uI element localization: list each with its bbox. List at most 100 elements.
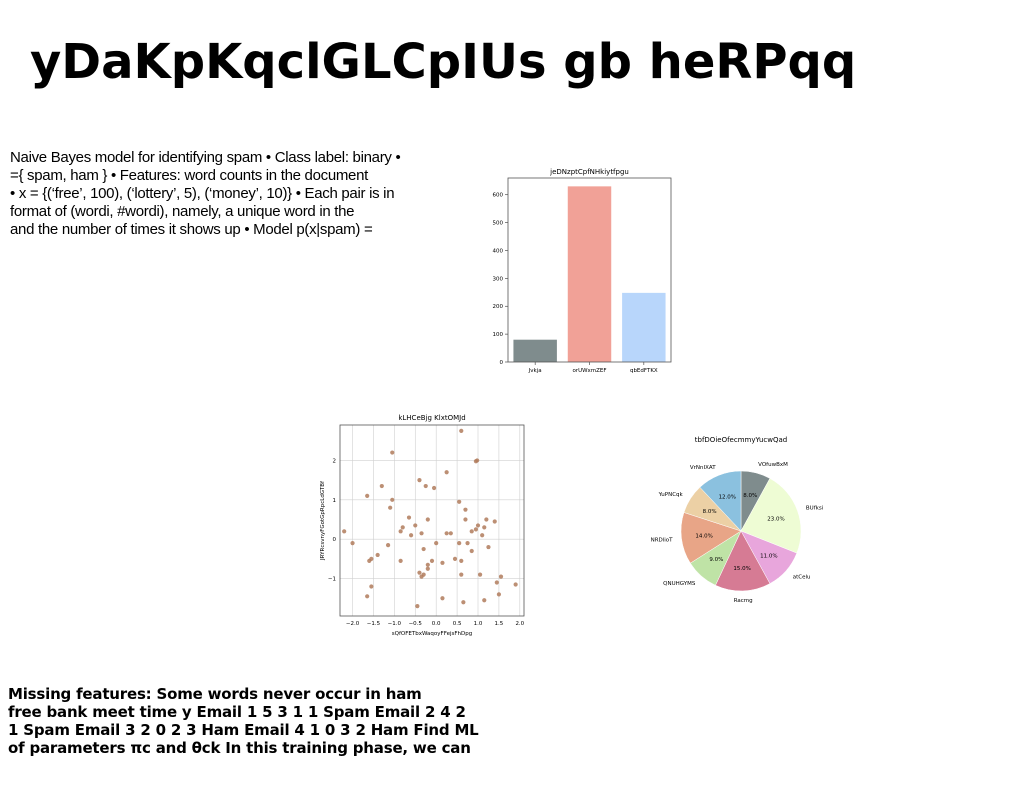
y-tick-label: 100 <box>493 332 504 338</box>
chart-title: tbfDOieOfecmmyYucwQad <box>695 436 787 444</box>
scatter-point <box>369 584 374 589</box>
plot-frame <box>507 177 672 363</box>
y-axis-label: JRYRcsvnyFGotGpRpcLdGTBf <box>320 480 326 561</box>
y-tick-label: 300 <box>493 276 504 282</box>
footer-line: of parameters πc and θck In this trainin… <box>8 739 471 757</box>
scatter-point <box>388 505 393 510</box>
chart-title: kLHCeBjg KlxtOMJd <box>398 414 465 422</box>
body-line: format of (wordi, #wordi), namely, a uni… <box>10 203 355 220</box>
scatter-point <box>457 541 462 546</box>
scatter-point <box>425 566 430 571</box>
scatter-point <box>425 517 430 522</box>
pie-chart: tbfDOieOfecmmyYucwQad 8.0% VOfuwBxM 23.0% BU… <box>651 436 824 604</box>
chart-title: jeDNzptCpfNHkiytfpgu <box>549 168 629 176</box>
scatter-point <box>459 428 464 434</box>
slice-percent-label: 11.0% <box>760 554 777 560</box>
scatter-point <box>375 552 380 558</box>
scatter-point <box>440 560 445 565</box>
footer-line: 1 Spam Email 3 2 0 2 3 Ham Email 4 1 0 3… <box>8 721 479 739</box>
scatter-point <box>425 562 430 567</box>
slice-label: Racmg <box>734 598 753 604</box>
x-tick-label: 2.0 <box>515 621 524 627</box>
scatter-point <box>496 592 502 597</box>
slice-percent-label: 9.0% <box>709 557 723 563</box>
scatter-point <box>473 459 479 464</box>
scatter-chart: kLHCeBjg KlxtOMJd −2.0 −1.5 −1.0 −0.5 0.0 0.5 1… <box>320 414 525 637</box>
slice-percent-label: 14.0% <box>695 534 712 540</box>
scatter-point <box>463 517 468 522</box>
x-tick-label: −1.5 <box>367 621 381 627</box>
scatter-point <box>452 556 458 561</box>
y-tick-label: −1 <box>328 577 336 583</box>
y-tick-label: 0 <box>333 537 337 543</box>
slice-label: VOfuwBxM <box>758 462 788 468</box>
x-tick-label: −0.5 <box>409 621 423 627</box>
bar <box>622 292 666 362</box>
scatter-point <box>415 604 420 609</box>
body-line: • x = {(‘free’, 100), (‘lottery’, 5), (‘… <box>10 185 395 202</box>
scatter-point <box>480 533 485 538</box>
slide-footer-text: Missing features: Some words never occur… <box>8 685 528 757</box>
scatter-point <box>484 517 489 522</box>
x-axis-label: sQfOFETbxWaqoyFFejsFhDpg <box>392 631 472 637</box>
scatter-point <box>390 450 395 455</box>
slice-percent-label: 23.0% <box>767 516 784 522</box>
slice-label: VrNnIXAT <box>690 465 716 471</box>
y-tick-label: 400 <box>493 248 504 254</box>
y-tick-label: 2 <box>333 458 337 464</box>
scatter-point <box>431 485 437 491</box>
scatter-point <box>423 483 428 489</box>
slide-title: yDaKpKqclGLCpIUs gb heRPqq <box>30 34 857 90</box>
y-tick-label: 600 <box>493 193 504 199</box>
body-line: Naive Bayes model for identifying spam •… <box>10 149 401 166</box>
y-tick-label: 500 <box>493 221 504 227</box>
scatter-point <box>486 544 491 550</box>
x-tick-label: 0.0 <box>432 621 441 627</box>
scatter-point <box>379 483 384 489</box>
scatter-point <box>494 580 499 585</box>
scatter-point <box>400 525 405 530</box>
scatter-point <box>429 558 435 563</box>
scatter-point <box>459 572 464 577</box>
scatter-point <box>398 529 403 534</box>
scatter-point <box>385 543 391 548</box>
slice-percent-label: 8.0% <box>743 493 757 499</box>
scatter-point <box>513 582 518 587</box>
slice-label: NRDlioT <box>651 538 674 544</box>
footer-line: Missing features: Some words never occur… <box>8 685 422 703</box>
pie-slice <box>715 530 771 592</box>
pie-slice <box>699 470 742 532</box>
scatter-point <box>492 519 497 524</box>
scatter-point <box>482 525 487 530</box>
scatter-point <box>417 478 422 483</box>
scatter-point <box>469 548 474 554</box>
scatter-point <box>421 546 426 552</box>
slice-label: BUfksi <box>806 506 824 512</box>
scatter-point <box>417 570 422 575</box>
scatter-point <box>473 527 479 532</box>
x-tick-label: −2.0 <box>346 621 360 627</box>
scatter-point <box>448 531 453 536</box>
slice-percent-label: 12.0% <box>719 494 736 500</box>
x-tick-label: orUWxmZEF <box>572 368 606 374</box>
x-tick-label: 1.5 <box>495 621 504 627</box>
scatter-point <box>475 523 481 528</box>
scatter-point <box>413 523 418 528</box>
y-tick-label: 1 <box>333 498 337 504</box>
scatter-point <box>463 507 468 512</box>
x-tick-label: 1.0 <box>474 621 483 627</box>
scatter-point <box>457 499 462 504</box>
scatter-point <box>408 533 414 538</box>
slice-label: atCelu <box>793 575 811 581</box>
slice-label: QNUHGYMS <box>663 581 696 587</box>
y-tick-label: 0 <box>500 360 504 366</box>
scatter-point <box>421 572 426 577</box>
scatter-point <box>482 598 487 603</box>
bar <box>567 186 612 362</box>
body-line: and the number of times it shows up • Mo… <box>10 221 373 238</box>
x-tick-label: 0.5 <box>453 621 462 627</box>
scatter-point <box>440 596 445 601</box>
scatter-point <box>342 529 347 534</box>
slice-percent-label: 8.0% <box>703 509 717 515</box>
scatter-point <box>444 470 449 475</box>
